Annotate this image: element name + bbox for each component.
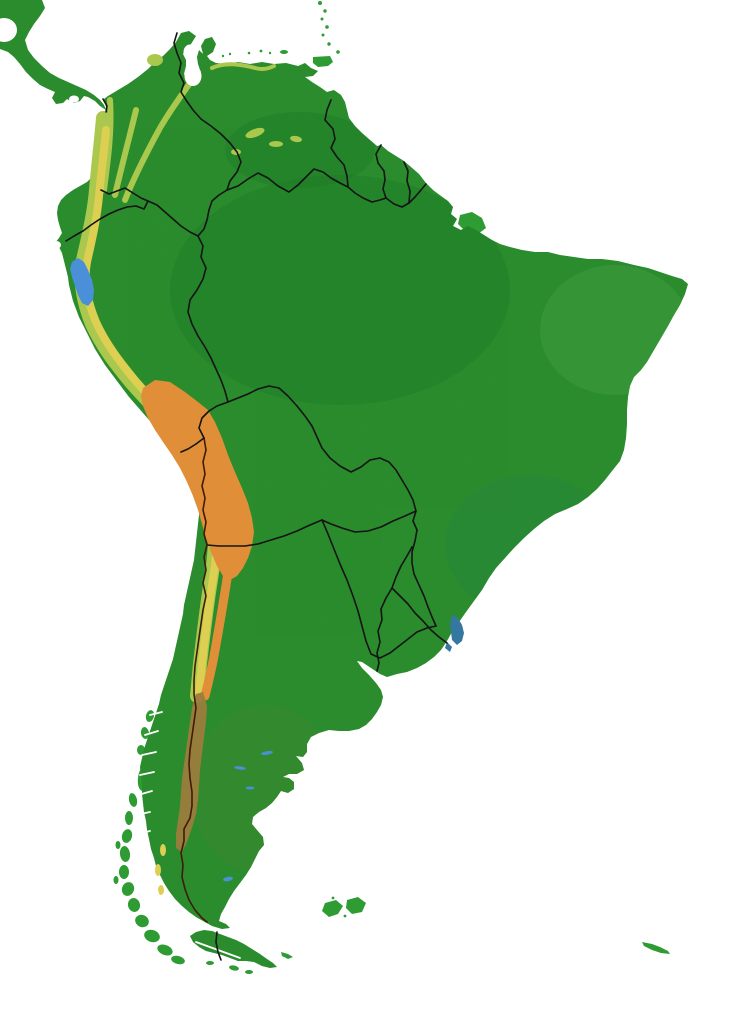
patagonian-fjord-channels bbox=[131, 711, 241, 959]
lagoa-mirim bbox=[445, 642, 452, 652]
andes-layer bbox=[74, 54, 302, 895]
white-water-layer bbox=[0, 18, 241, 959]
south-georgia-island bbox=[642, 942, 670, 954]
border-chile-argentina-tierra-del-fuego bbox=[215, 931, 222, 961]
border-bolivia-paraguay bbox=[321, 510, 417, 533]
border-venezuela-brazil bbox=[226, 168, 349, 193]
maracaibo-strait bbox=[188, 56, 193, 67]
coastal-blue-lake-peru bbox=[70, 258, 94, 306]
border-chile-argentina bbox=[180, 544, 208, 923]
border-bolivia-brazil bbox=[227, 385, 418, 531]
patagonian-lakes bbox=[223, 751, 273, 882]
border-argentina-brazil bbox=[391, 546, 413, 589]
venezuela-coastal-range bbox=[210, 62, 276, 72]
lake-nicaragua-gap bbox=[0, 18, 17, 42]
border-peru-chile bbox=[180, 437, 205, 453]
border-peru-bolivia bbox=[198, 401, 229, 439]
border-paraguay-brazil bbox=[411, 529, 437, 627]
isla-de-los-estados bbox=[281, 952, 293, 959]
south-patagonia-yellow-peaks bbox=[155, 844, 166, 895]
trinidad-island bbox=[313, 56, 333, 67]
altiplano-orange-plateau bbox=[141, 380, 254, 580]
border-guyana-suriname bbox=[375, 144, 387, 199]
border-chile-bolivia bbox=[201, 437, 208, 546]
border-venezuela-guyana bbox=[324, 99, 349, 188]
gulf-of-panama bbox=[69, 95, 79, 103]
sierra-nevada-santa-marta bbox=[147, 54, 163, 66]
border-colombia-peru bbox=[147, 200, 199, 237]
border-peru-brazil bbox=[187, 235, 229, 403]
fuegian-islands bbox=[206, 952, 293, 974]
border-argentina-uruguay bbox=[376, 587, 393, 672]
border-colombia-ecuador bbox=[100, 187, 149, 202]
border-panama-colombia bbox=[102, 98, 108, 113]
guiana-highland-speckles bbox=[231, 127, 302, 155]
peru-yellow-highland-band bbox=[81, 126, 222, 696]
venezuela-offshore-islands bbox=[221, 49, 288, 58]
border-brazil-uruguay bbox=[391, 587, 448, 644]
border-ecuador-peru bbox=[65, 200, 149, 242]
border-bolivia-argentina bbox=[206, 519, 323, 547]
southern-andes-orange-strip bbox=[200, 567, 233, 701]
patagonian-andes-brown-strip bbox=[176, 692, 207, 852]
border-french-guiana-brazil bbox=[408, 183, 427, 204]
lesser-antilles-arc bbox=[318, 1, 340, 54]
gulf-of-guayaquil bbox=[51, 241, 61, 249]
border-guyana-brazil bbox=[347, 186, 387, 203]
tobago-island bbox=[336, 50, 340, 54]
lakes-layer bbox=[70, 258, 464, 882]
cordillera-central-colombia bbox=[112, 107, 139, 198]
gulf-of-venezuela bbox=[183, 44, 197, 60]
cordillera-oriental-merida bbox=[122, 69, 201, 203]
border-paraguay-argentina bbox=[321, 519, 437, 659]
cordillera-occidental-colombia bbox=[101, 97, 114, 193]
country-borders-layer bbox=[65, 32, 448, 961]
lake-maracaibo bbox=[184, 66, 202, 86]
border-colombia-brazil bbox=[197, 189, 228, 237]
border-suriname-french-guiana bbox=[403, 161, 411, 204]
border-suriname-brazil bbox=[385, 197, 410, 208]
border-colombia-venezuela bbox=[173, 32, 242, 191]
lagoa-dos-patos bbox=[450, 615, 464, 645]
falkland-islands bbox=[322, 896, 366, 918]
